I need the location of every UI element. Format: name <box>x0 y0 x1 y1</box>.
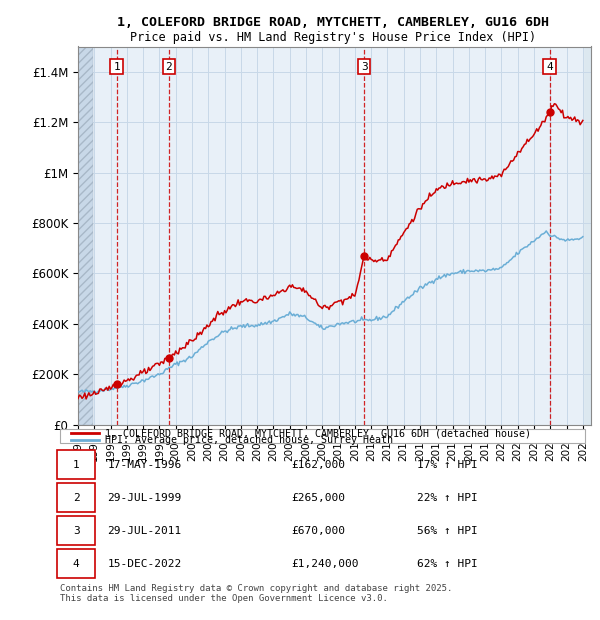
Text: £1,240,000: £1,240,000 <box>291 559 359 569</box>
Text: 3: 3 <box>73 526 80 536</box>
Text: 4: 4 <box>73 559 80 569</box>
Text: 1: 1 <box>113 61 120 72</box>
Text: 3: 3 <box>361 61 368 72</box>
Text: 22% ↑ HPI: 22% ↑ HPI <box>417 493 478 503</box>
Text: £670,000: £670,000 <box>291 526 345 536</box>
Text: 2: 2 <box>166 61 172 72</box>
Text: 29-JUL-2011: 29-JUL-2011 <box>107 526 182 536</box>
Text: Contains HM Land Registry data © Crown copyright and database right 2025.
This d: Contains HM Land Registry data © Crown c… <box>60 584 452 603</box>
Text: 17-MAY-1996: 17-MAY-1996 <box>107 460 182 470</box>
Text: £265,000: £265,000 <box>291 493 345 503</box>
Text: HPI: Average price, detached house, Surrey Heath: HPI: Average price, detached house, Surr… <box>104 435 392 445</box>
Text: 56% ↑ HPI: 56% ↑ HPI <box>417 526 478 536</box>
FancyBboxPatch shape <box>58 484 95 512</box>
Text: 62% ↑ HPI: 62% ↑ HPI <box>417 559 478 569</box>
FancyBboxPatch shape <box>58 516 95 546</box>
Text: 1, COLEFORD BRIDGE ROAD, MYTCHETT, CAMBERLEY, GU16 6DH: 1, COLEFORD BRIDGE ROAD, MYTCHETT, CAMBE… <box>117 16 549 29</box>
Text: £162,000: £162,000 <box>291 460 345 470</box>
FancyBboxPatch shape <box>60 429 585 443</box>
Text: 17% ↑ HPI: 17% ↑ HPI <box>417 460 478 470</box>
Text: Price paid vs. HM Land Registry's House Price Index (HPI): Price paid vs. HM Land Registry's House … <box>130 31 536 44</box>
FancyBboxPatch shape <box>58 549 95 578</box>
FancyBboxPatch shape <box>58 450 95 479</box>
Text: 15-DEC-2022: 15-DEC-2022 <box>107 559 182 569</box>
Text: 29-JUL-1999: 29-JUL-1999 <box>107 493 182 503</box>
Text: 2: 2 <box>73 493 80 503</box>
Text: 4: 4 <box>546 61 553 72</box>
Text: 1: 1 <box>73 460 80 470</box>
Text: 1, COLEFORD BRIDGE ROAD, MYTCHETT, CAMBERLEY, GU16 6DH (detached house): 1, COLEFORD BRIDGE ROAD, MYTCHETT, CAMBE… <box>104 428 530 438</box>
